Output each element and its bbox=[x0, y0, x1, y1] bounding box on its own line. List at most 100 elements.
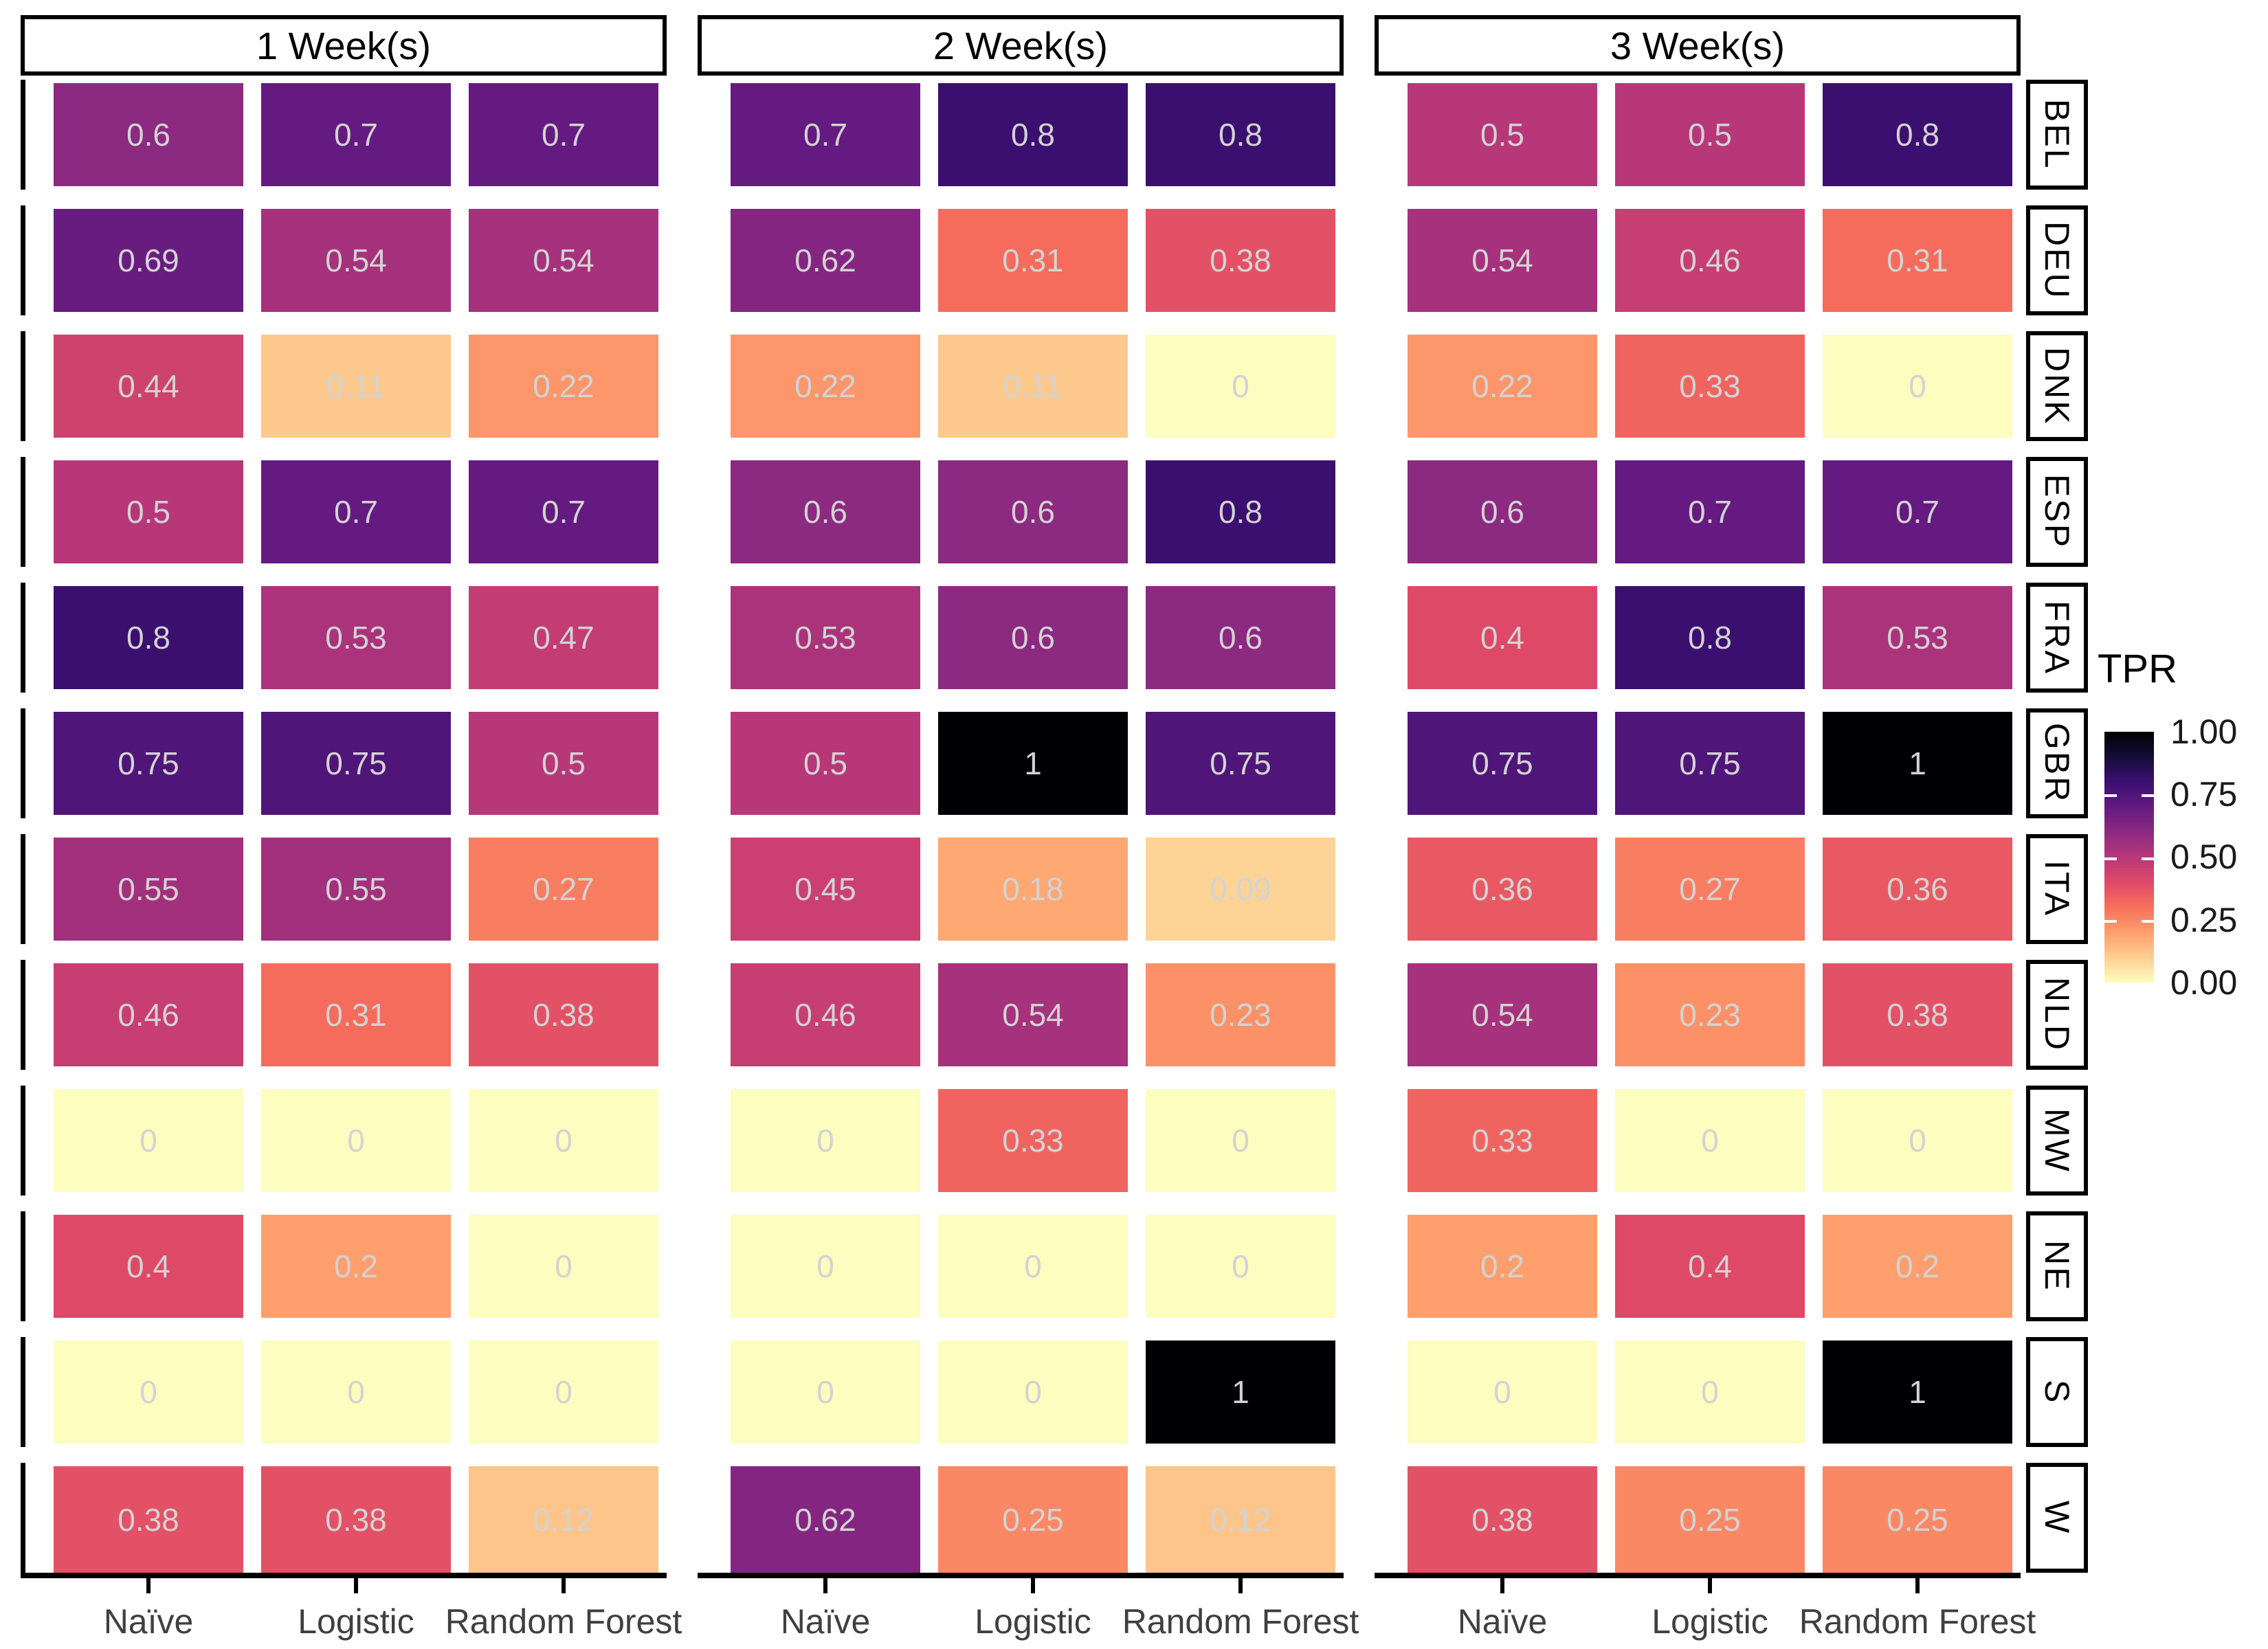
legend-tick-label: 0.00 bbox=[2170, 963, 2238, 1002]
heatmap-cell: 0.33 bbox=[1615, 335, 1805, 438]
facet-row-strip: NE bbox=[2026, 1211, 2088, 1321]
heatmap-cell: 0.46 bbox=[1615, 209, 1805, 312]
heatmap-cell: 0 bbox=[1823, 1089, 2012, 1192]
heatmap-cell: 0.4 bbox=[1615, 1215, 1805, 1318]
x-axis-tick bbox=[1500, 1578, 1504, 1593]
facet-row-strip: DNK bbox=[2026, 331, 2088, 441]
heatmap-cell: 0.38 bbox=[54, 1466, 243, 1573]
heatmap-cell: 0 bbox=[1823, 335, 2012, 438]
heatmap-cell: 0.7 bbox=[731, 83, 920, 186]
heatmap-cell: 0 bbox=[261, 1340, 451, 1444]
heatmap-cell: 0.5 bbox=[731, 712, 920, 815]
heatmap-cell: 0.31 bbox=[1823, 209, 2012, 312]
heatmap-cell: 0.33 bbox=[938, 1089, 1128, 1192]
heatmap-cell: 0.2 bbox=[261, 1215, 451, 1318]
x-axis-label: Logistic bbox=[975, 1602, 1091, 1641]
x-axis-line bbox=[1375, 1573, 2021, 1578]
facet-panel: 0.54 0.46 0.31 bbox=[1375, 205, 2021, 315]
heatmap-cell: 0.36 bbox=[1823, 838, 2012, 941]
heatmap-cell: 0 bbox=[938, 1340, 1128, 1444]
facet-row-strip-label: FRA bbox=[2038, 600, 2076, 675]
heatmap-cell: 0 bbox=[54, 1089, 243, 1192]
facet-row-strip: DEU bbox=[2026, 205, 2088, 315]
facet-row-strip: S bbox=[2026, 1337, 2088, 1447]
y-axis-line bbox=[21, 708, 25, 818]
heatmap-cell: 0.6 bbox=[731, 460, 920, 563]
facet-panel: 0.55 0.55 0.27 bbox=[21, 834, 667, 944]
heatmap-cell: 0 bbox=[469, 1340, 658, 1444]
heatmap-cell: 0 bbox=[261, 1089, 451, 1192]
heatmap-cell: 0 bbox=[731, 1215, 920, 1318]
heatmap-cell: 0.25 bbox=[1615, 1466, 1805, 1573]
heatmap-cell: 0.54 bbox=[261, 209, 451, 312]
facet-panel: 0.45 0.18 0.09 bbox=[698, 834, 1344, 944]
x-axis-tick bbox=[354, 1578, 358, 1593]
facet-panel: 0.5 0.5 0.8 bbox=[1375, 80, 2021, 190]
heatmap-cell: 0.38 bbox=[1146, 209, 1335, 312]
heatmap-cell: 0.8 bbox=[54, 586, 243, 689]
heatmap-cell: 0.38 bbox=[469, 963, 658, 1066]
heatmap-cell: 0.11 bbox=[938, 335, 1128, 438]
facet-panel: 0.53 0.6 0.6 bbox=[698, 583, 1344, 693]
x-axis-tick bbox=[1915, 1578, 1920, 1593]
heatmap-cell: 0.6 bbox=[1146, 586, 1335, 689]
x-axis-label: Random Forest bbox=[445, 1602, 682, 1641]
heatmap-cell: 0.8 bbox=[1823, 83, 2012, 186]
heatmap-cell: 0.33 bbox=[1408, 1089, 1597, 1192]
facet-row-strip-label: DEU bbox=[2038, 221, 2076, 300]
heatmap-cell: 0.53 bbox=[261, 586, 451, 689]
heatmap-cell: 0.75 bbox=[54, 712, 243, 815]
heatmap-cell: 0 bbox=[1615, 1340, 1805, 1444]
y-axis-line bbox=[21, 457, 25, 567]
x-axis-label: Naïve bbox=[103, 1602, 194, 1641]
heatmap-cell: 0 bbox=[731, 1340, 920, 1444]
y-axis-line bbox=[21, 205, 25, 315]
heatmap-cell: 0.2 bbox=[1408, 1215, 1597, 1318]
y-axis-line bbox=[21, 960, 25, 1070]
heatmap-cell: 0.5 bbox=[1615, 83, 1805, 186]
heatmap-cell: 0.12 bbox=[469, 1466, 658, 1573]
facet-panel: 0.69 0.54 0.54 bbox=[21, 205, 667, 315]
heatmap-cell: 0.46 bbox=[54, 963, 243, 1066]
facet-row-strip: BEL bbox=[2026, 80, 2088, 190]
facet-panel: 0.36 0.27 0.36 bbox=[1375, 834, 2021, 944]
y-axis-line bbox=[21, 1086, 25, 1196]
facet-panel: 0.6 0.7 0.7 bbox=[21, 80, 667, 190]
x-axis-label: Logistic bbox=[298, 1602, 414, 1641]
x-axis-line bbox=[21, 1573, 667, 1578]
facet-panel: 0.6 0.6 0.8 bbox=[698, 457, 1344, 567]
x-axis-label: Naïve bbox=[780, 1602, 871, 1641]
heatmap-cell: 0.54 bbox=[938, 963, 1128, 1066]
heatmap-cell: 0.5 bbox=[1408, 83, 1597, 186]
facet-title: 2 Week(s) bbox=[698, 15, 1344, 76]
heatmap-cell: 0.7 bbox=[261, 460, 451, 563]
heatmap-cell: 0.62 bbox=[731, 1466, 920, 1573]
facet-panel: 0.46 0.54 0.23 bbox=[698, 960, 1344, 1070]
heatmap-cell: 0.7 bbox=[261, 83, 451, 186]
facet-row-strip-label: ITA bbox=[2038, 860, 2076, 918]
heatmap-cell: 0.5 bbox=[54, 460, 243, 563]
facet-row-strip: ESP bbox=[2026, 457, 2088, 567]
heatmap-cell: 0 bbox=[1146, 1089, 1335, 1192]
heatmap-cell: 0.36 bbox=[1408, 838, 1597, 941]
legend-dash bbox=[2104, 857, 2117, 860]
x-axis-tick bbox=[1708, 1578, 1712, 1593]
y-axis-line bbox=[21, 1463, 25, 1573]
legend-title: TPR bbox=[2098, 647, 2177, 691]
heatmap-cell: 0.7 bbox=[469, 460, 658, 563]
legend-dash bbox=[2142, 919, 2154, 923]
facet-row-strip-label: BEL bbox=[2038, 99, 2076, 170]
facet-panel: 0.5 0.7 0.7 bbox=[21, 457, 667, 567]
heatmap-cell: 0.54 bbox=[1408, 209, 1597, 312]
facet-panel: 0.62 0.31 0.38 bbox=[698, 205, 1344, 315]
x-axis-label: Naïve bbox=[1457, 1602, 1548, 1641]
heatmap-cell: 0 bbox=[469, 1089, 658, 1192]
facet-panel: 0.7 0.8 0.8 bbox=[698, 80, 1344, 190]
facet-panel: 0 0.33 0 bbox=[698, 1086, 1344, 1196]
legend-tick-label: 0.75 bbox=[2170, 775, 2238, 814]
facet-panel: 0.2 0.4 0.2 bbox=[1375, 1211, 2021, 1321]
heatmap-cell: 0.38 bbox=[261, 1466, 451, 1573]
